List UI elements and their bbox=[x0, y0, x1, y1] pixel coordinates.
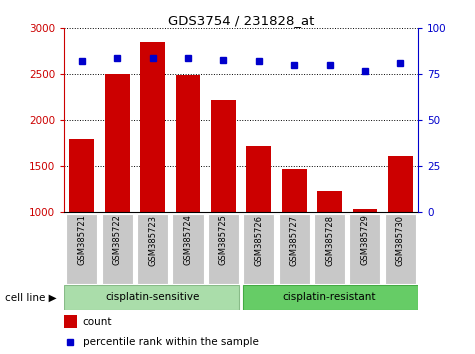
Bar bbox=[176, 75, 200, 212]
Bar bbox=[66, 214, 97, 284]
Bar bbox=[172, 214, 204, 284]
Text: GSM385722: GSM385722 bbox=[113, 215, 122, 266]
Text: GSM385725: GSM385725 bbox=[219, 215, 228, 266]
Bar bbox=[282, 169, 306, 212]
Text: GSM385723: GSM385723 bbox=[148, 215, 157, 266]
Bar bbox=[247, 146, 271, 212]
Bar bbox=[243, 285, 418, 310]
Bar bbox=[64, 315, 76, 328]
Title: GDS3754 / 231828_at: GDS3754 / 231828_at bbox=[168, 14, 314, 27]
Text: GSM385726: GSM385726 bbox=[254, 215, 263, 266]
Text: percentile rank within the sample: percentile rank within the sample bbox=[83, 337, 258, 347]
Text: cell line ▶: cell line ▶ bbox=[5, 292, 57, 302]
Text: GSM385727: GSM385727 bbox=[290, 215, 299, 266]
Text: GSM385729: GSM385729 bbox=[361, 215, 370, 266]
Bar bbox=[140, 42, 165, 212]
Text: cisplatin-sensitive: cisplatin-sensitive bbox=[105, 292, 200, 302]
Bar bbox=[349, 214, 380, 284]
Bar bbox=[211, 100, 236, 212]
Bar bbox=[278, 214, 310, 284]
Bar bbox=[352, 209, 377, 212]
Bar bbox=[102, 214, 133, 284]
Bar bbox=[317, 191, 342, 212]
Text: GSM385730: GSM385730 bbox=[396, 215, 405, 266]
Bar bbox=[385, 214, 416, 284]
Bar bbox=[243, 214, 275, 284]
Text: GSM385721: GSM385721 bbox=[77, 215, 86, 266]
Bar bbox=[137, 214, 168, 284]
Bar bbox=[388, 156, 413, 212]
Bar bbox=[314, 214, 345, 284]
Text: GSM385728: GSM385728 bbox=[325, 215, 334, 266]
Bar bbox=[105, 74, 130, 212]
Bar bbox=[64, 285, 239, 310]
Text: count: count bbox=[83, 316, 112, 327]
Text: GSM385724: GSM385724 bbox=[183, 215, 192, 266]
Text: cisplatin-resistant: cisplatin-resistant bbox=[283, 292, 376, 302]
Bar bbox=[69, 139, 94, 212]
Bar bbox=[208, 214, 239, 284]
